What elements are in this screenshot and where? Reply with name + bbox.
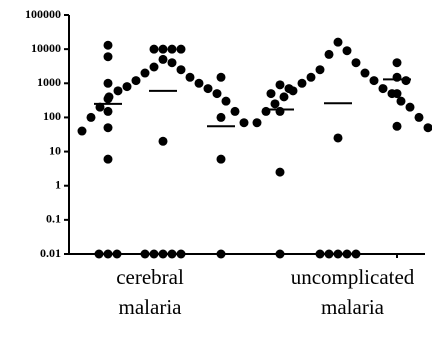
data-point — [230, 106, 240, 116]
data-point — [216, 154, 226, 164]
data-point — [239, 118, 249, 128]
data-point — [216, 249, 226, 259]
data-point — [266, 89, 276, 99]
data-point — [158, 54, 168, 64]
data-point — [221, 96, 231, 106]
data-point — [194, 78, 204, 88]
data-point — [176, 249, 186, 259]
data-point — [103, 123, 113, 133]
data-point — [167, 44, 177, 54]
data-point — [360, 68, 370, 78]
data-point — [167, 58, 177, 68]
data-point — [86, 112, 96, 122]
data-point — [131, 76, 141, 86]
data-point — [378, 84, 388, 94]
data-point — [216, 112, 226, 122]
data-point — [279, 92, 289, 102]
data-point — [103, 249, 113, 259]
group-label: cerebral malaria — [116, 265, 184, 319]
data-point — [423, 123, 432, 133]
y-tick-label: 0.1 — [46, 212, 61, 226]
data-point — [369, 76, 379, 86]
data-point — [104, 92, 114, 102]
data-point — [288, 86, 298, 96]
data-point — [351, 58, 361, 68]
data-point — [261, 106, 271, 116]
data-point — [216, 72, 226, 82]
data-point — [275, 249, 285, 259]
plot: 0.010.1110100100010000100000SMMMMLSMMMML — [25, 7, 432, 273]
data-point — [113, 86, 123, 96]
y-tick-label: 100 — [43, 109, 61, 123]
y-tick-label: 1000 — [37, 75, 61, 89]
data-point — [333, 249, 343, 259]
data-point — [203, 84, 213, 94]
data-point — [405, 102, 415, 112]
y-tick-label: 100000 — [25, 7, 61, 21]
y-tick-label: 0.01 — [40, 246, 61, 260]
data-point — [94, 249, 104, 259]
y-tick-label: 1 — [55, 177, 61, 191]
data-point — [324, 249, 334, 259]
data-point — [176, 65, 186, 75]
data-point — [103, 52, 113, 62]
data-point — [252, 118, 262, 128]
data-point — [392, 89, 402, 99]
data-point — [158, 249, 168, 259]
data-point — [185, 72, 195, 82]
data-point — [212, 89, 222, 99]
group-label: uncomplicated malaria — [290, 265, 415, 319]
data-point — [149, 62, 159, 72]
data-point — [103, 106, 113, 116]
data-point — [103, 78, 113, 88]
data-point — [140, 249, 150, 259]
data-point — [103, 40, 113, 50]
data-point — [158, 44, 168, 54]
data-point — [324, 49, 334, 59]
data-point — [414, 112, 424, 122]
data-point — [392, 58, 402, 68]
data-point — [401, 76, 411, 86]
y-tick-label: 10 — [49, 143, 61, 157]
data-point — [149, 44, 159, 54]
data-point — [275, 80, 285, 90]
data-point — [392, 121, 402, 131]
data-point — [297, 78, 307, 88]
data-point — [342, 46, 352, 56]
data-point — [396, 96, 406, 106]
data-point — [122, 82, 132, 92]
data-point — [95, 102, 105, 112]
x-tick-label: ML — [211, 259, 230, 262]
data-point — [112, 249, 122, 259]
data-point — [306, 72, 316, 82]
data-point — [392, 72, 402, 82]
data-point — [149, 249, 159, 259]
data-point — [167, 249, 177, 259]
data-point — [333, 133, 343, 143]
data-point — [275, 106, 285, 116]
data-point — [342, 249, 352, 259]
data-point — [158, 136, 168, 146]
data-point — [315, 249, 325, 259]
data-point — [315, 65, 325, 75]
data-point — [103, 154, 113, 164]
y-tick-label: 10000 — [31, 41, 61, 55]
data-point — [176, 44, 186, 54]
data-point — [140, 68, 150, 78]
data-point — [351, 249, 361, 259]
data-point — [275, 167, 285, 177]
data-point — [270, 99, 280, 109]
data-point — [77, 126, 87, 136]
data-point — [333, 37, 343, 47]
